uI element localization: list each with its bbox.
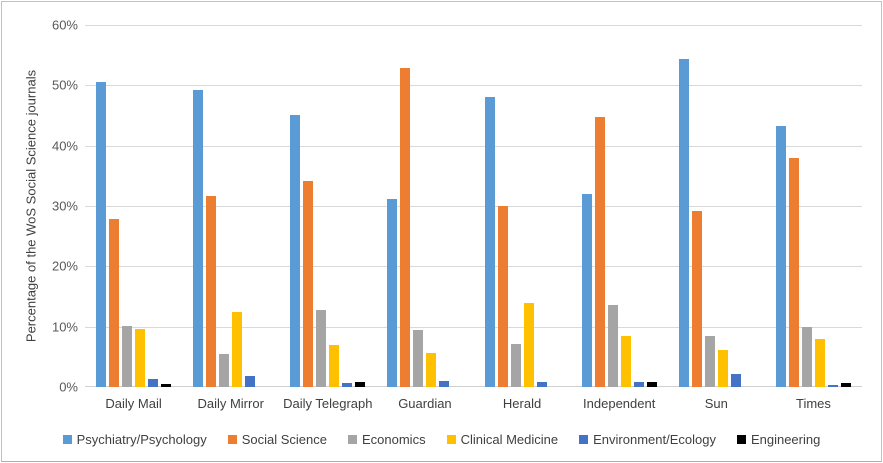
bar-social-science-sun (691, 210, 702, 387)
bar-psychiatry-psychology-daily-telegraph (290, 114, 301, 387)
y-tick-label: 40% (51, 138, 78, 154)
bar-psychiatry-psychology-daily-mirror (193, 90, 204, 387)
bar-group-daily-telegraph: Daily Telegraph (279, 25, 376, 411)
gridline (85, 266, 862, 268)
bar-social-science-guardian (400, 67, 411, 387)
bar-social-science-herald (497, 206, 508, 387)
legend-item-environment-ecology: Environment/Ecology (579, 432, 716, 447)
gridline (85, 145, 862, 147)
bar-group-daily-mail: Daily Mail (85, 25, 182, 411)
y-tick-label: 0% (59, 379, 78, 395)
legend-item-economics: Economics (347, 432, 426, 447)
x-category-label: Daily Telegraph (283, 396, 373, 411)
y-tick-label: 10% (51, 319, 78, 335)
bar-economics-times (801, 327, 812, 387)
bar-social-science-independent (594, 116, 605, 387)
legend-marker-icon (347, 435, 357, 444)
legend-marker-icon (227, 435, 237, 444)
bar-clinical-medicine-daily-telegraph (329, 344, 340, 387)
bar-environment-ecology-daily-telegraph (342, 383, 353, 387)
legend-label: Social Science (241, 432, 327, 447)
legend-item-social-science: Social Science (227, 432, 327, 447)
bar-economics-guardian (413, 329, 424, 387)
bar-clinical-medicine-daily-mirror (232, 312, 243, 387)
bar-economics-daily-telegraph (316, 309, 327, 387)
legend-marker-icon (62, 435, 72, 444)
bar-economics-daily-mirror (219, 354, 230, 387)
bar-social-science-times (788, 157, 799, 387)
bar-social-science-daily-mail (109, 219, 120, 387)
bar-psychiatry-psychology-herald (484, 96, 495, 387)
bar-psychiatry-psychology-guardian (387, 198, 398, 387)
legend-marker-icon (736, 435, 746, 444)
x-category-label: Daily Mirror (197, 396, 264, 411)
x-category-label: Daily Mail (105, 396, 162, 411)
bar-clinical-medicine-herald (523, 302, 534, 387)
bar-environment-ecology-herald (536, 381, 547, 387)
bar-environment-ecology-daily-mail (148, 378, 159, 387)
bar-clinical-medicine-sun (717, 349, 728, 387)
legend-label: Psychiatry/Psychology (76, 432, 207, 447)
bar-economics-herald (510, 344, 521, 387)
legend-label: Economics (361, 432, 426, 447)
bar-economics-sun (704, 336, 715, 387)
legend-marker-icon (579, 435, 589, 444)
bar-economics-daily-mail (122, 326, 133, 387)
bar-engineering-times (840, 382, 851, 387)
gridline (85, 206, 862, 207)
bar-psychiatry-psychology-sun (678, 59, 689, 387)
bar-social-science-daily-mirror (206, 196, 217, 387)
x-axis-line (85, 386, 862, 387)
gridline (85, 85, 862, 87)
x-category-label: Independent (583, 396, 656, 411)
bar-engineering-daily-telegraph (355, 382, 366, 387)
bar-psychiatry-psychology-times (775, 126, 786, 387)
legend: Psychiatry/Psychology Social Science Econo… (0, 432, 883, 447)
y-tick-label: 50% (51, 77, 78, 93)
bar-environment-ecology-guardian (439, 381, 450, 387)
bar-environment-ecology-times (827, 384, 838, 387)
bar-group-herald: Herald (474, 25, 571, 411)
bar-clinical-medicine-guardian (426, 353, 437, 387)
bar-clinical-medicine-times (814, 339, 825, 387)
gridline (85, 326, 862, 328)
bar-environment-ecology-independent (633, 382, 644, 387)
bar-engineering-independent (646, 381, 657, 387)
y-tick-label: 60% (51, 17, 78, 33)
x-category-label: Guardian (398, 396, 452, 411)
bar-group-times: Times (765, 25, 862, 411)
plot-area: 0% 10% 20% 30% 40% 50% 60% Daily Mail Daily Mirr… (52, 18, 862, 411)
bar-group-sun: Sun (668, 25, 765, 411)
bar-psychiatry-psychology-independent (581, 193, 592, 387)
legend-item-clinical-medicine: Clinical Medicine (446, 432, 559, 447)
legend-label: Engineering (750, 432, 821, 447)
legend-marker-icon (446, 435, 456, 444)
bar-social-science-daily-telegraph (303, 181, 314, 387)
x-category-label: Herald (502, 396, 542, 411)
legend-item-engineering: Engineering (736, 432, 821, 447)
legend-label: Clinical Medicine (460, 432, 559, 447)
bar-group-guardian: Guardian (376, 25, 473, 411)
bar-environment-ecology-sun (730, 373, 741, 387)
bar-group-independent: Independent (571, 25, 668, 411)
bar-clinical-medicine-independent (620, 335, 631, 387)
legend-item-psychiatry-psychology: Psychiatry/Psychology (62, 432, 207, 447)
bar-psychiatry-psychology-daily-mail (96, 82, 107, 387)
bar-group-daily-mirror: Daily Mirror (182, 25, 279, 411)
gridline (85, 25, 862, 26)
x-category-label: Times (795, 396, 831, 411)
bar-clinical-medicine-daily-mail (135, 328, 146, 387)
y-tick-label: 20% (51, 258, 78, 274)
y-tick-label: 30% (51, 198, 78, 214)
bar-environment-ecology-daily-mirror (245, 376, 256, 387)
legend-label: Environment/Ecology (593, 432, 716, 447)
bar-engineering-daily-mail (161, 384, 172, 387)
x-category-label: Sun (704, 396, 728, 411)
bar-economics-independent (607, 304, 618, 387)
